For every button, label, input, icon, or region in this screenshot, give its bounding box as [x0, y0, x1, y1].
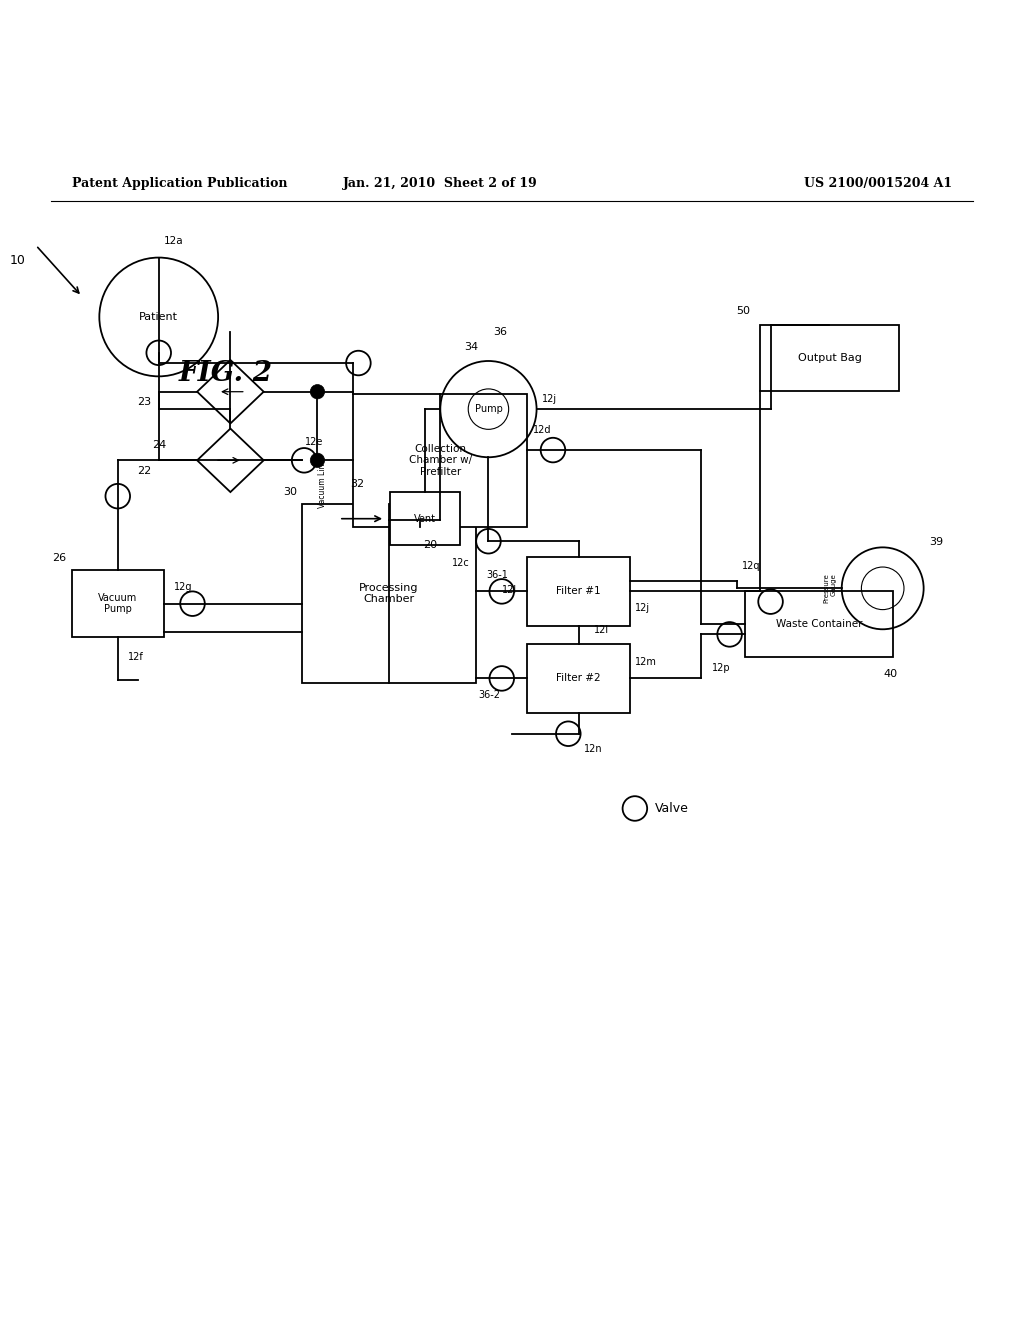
Text: 12j: 12j [542, 393, 557, 404]
Text: 36-1: 36-1 [486, 570, 508, 579]
Text: 12p: 12p [712, 663, 730, 673]
Text: 40: 40 [883, 669, 897, 678]
Text: 32: 32 [350, 479, 365, 488]
Text: 12j: 12j [635, 603, 650, 612]
Text: 12f: 12f [128, 652, 143, 663]
Text: Patient: Patient [139, 312, 178, 322]
Text: Filter #2: Filter #2 [556, 673, 601, 684]
Text: 50: 50 [736, 306, 750, 317]
Text: 24: 24 [153, 440, 166, 450]
Text: 36: 36 [494, 327, 508, 338]
Text: Valve: Valve [655, 803, 689, 814]
Circle shape [310, 384, 325, 399]
Text: Vent: Vent [414, 513, 436, 524]
Bar [760, 325, 899, 391]
Bar [390, 492, 460, 545]
Text: 30: 30 [283, 487, 297, 496]
Polygon shape [197, 360, 264, 424]
Polygon shape [197, 429, 264, 492]
Text: 23: 23 [137, 397, 152, 407]
Text: 20: 20 [423, 540, 437, 550]
Text: 36-2: 36-2 [478, 690, 500, 700]
Text: FIG. 2: FIG. 2 [178, 360, 272, 387]
Text: 34: 34 [464, 342, 478, 351]
Text: 12l: 12l [594, 624, 609, 635]
Text: 39: 39 [929, 537, 943, 548]
Text: Pump: Pump [474, 404, 503, 414]
Bar [72, 570, 164, 638]
Text: 22: 22 [137, 466, 152, 475]
Text: Vacuum Line: Vacuum Line [318, 459, 327, 508]
Text: 12g: 12g [174, 582, 193, 593]
Text: 12c: 12c [452, 558, 470, 568]
Text: Processing
Chamber: Processing Chamber [359, 582, 419, 605]
Bar [353, 393, 527, 527]
Text: 10: 10 [9, 255, 26, 267]
Bar [745, 591, 893, 657]
Text: US 2100/0015204 A1: US 2100/0015204 A1 [804, 177, 952, 190]
Text: 12e: 12e [305, 437, 324, 447]
Text: 12q: 12q [742, 561, 761, 570]
Text: Filter #1: Filter #1 [556, 586, 601, 597]
Text: 12m: 12m [635, 657, 656, 667]
Text: Patent Application Publication: Patent Application Publication [72, 177, 287, 190]
Bar [302, 504, 476, 682]
Text: 26: 26 [52, 553, 67, 564]
Text: Output Bag: Output Bag [798, 352, 861, 363]
Text: Waste Container: Waste Container [776, 619, 862, 630]
Text: 12a: 12a [164, 236, 183, 247]
Text: 12d: 12d [532, 425, 551, 434]
Bar [527, 557, 630, 626]
Text: Pressure
Gauge: Pressure Gauge [823, 573, 837, 603]
Text: 12n: 12n [584, 744, 602, 754]
Text: 12l: 12l [502, 585, 517, 595]
Text: Vacuum
Pump: Vacuum Pump [98, 593, 137, 615]
Bar [527, 644, 630, 713]
Text: Collection
Chamber w/
Prefilter: Collection Chamber w/ Prefilter [409, 444, 472, 477]
Circle shape [310, 453, 325, 467]
Text: Jan. 21, 2010  Sheet 2 of 19: Jan. 21, 2010 Sheet 2 of 19 [343, 177, 538, 190]
